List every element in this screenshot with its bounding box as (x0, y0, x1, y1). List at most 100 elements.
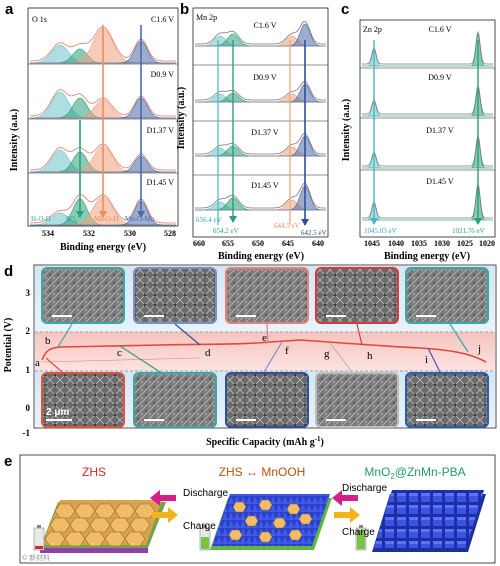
panel-b-state-1: C1.6 V (254, 21, 277, 30)
connector-a (45, 357, 63, 373)
zn-ann-1021: 1021.76 eV (452, 227, 485, 235)
point-i: i (425, 354, 428, 366)
panel-b-state-3: D1.37 V (251, 128, 279, 137)
panel-c-xtick-1035: 1035 (411, 239, 427, 248)
battery-icon-mid (199, 525, 211, 551)
zn2p-envelope (362, 84, 493, 115)
stage-zhs-mnooh-label: ZHS ↔ MnOOH (219, 465, 306, 479)
discharge-label-1: Discharge (183, 488, 228, 499)
connector-e (266, 323, 269, 344)
zn2p-peak (362, 87, 493, 117)
panel-b-xtick-650: 650 (252, 239, 264, 248)
point-d: d (205, 347, 211, 359)
mn2p-peak (195, 23, 326, 47)
sem-bottom-2 (133, 372, 217, 428)
zn2p-peak (362, 184, 493, 221)
zn2p-peak (362, 32, 493, 67)
charge-curve (41, 339, 487, 363)
panel-c-xlabel: Binding energy (eV) (384, 251, 470, 262)
panel-c: c Intensity (a.u.) Zn 2p C1.6 V D0.9 V D… (341, 1, 496, 262)
sem-bottom-5 (405, 372, 489, 428)
panel-c-xtick-1045: 1045 (364, 239, 380, 248)
point-g: g (324, 348, 330, 360)
panel-a-state-3: D1.37 V (147, 126, 175, 135)
panel-d-ytick-0: 0 (26, 403, 31, 413)
label-mnomn: Mn-O-Mn (125, 215, 155, 223)
battery-icon-low (33, 525, 45, 551)
connector-g (329, 342, 353, 373)
point-c: c (117, 347, 122, 359)
panel-a-state-2: D0.9 V (151, 70, 175, 79)
mn-ann-654: 654.2 eV (213, 227, 239, 235)
mn-ann-656: 656.4 eV (196, 216, 222, 224)
o1s-peak (30, 200, 176, 226)
panel-a-xlabel: Binding energy (eV) (60, 242, 146, 253)
panel-a-xtick-530: 530 (124, 229, 136, 238)
mn-ann-642: 642.5 eV (301, 229, 327, 237)
sem-bottom-4 (315, 372, 399, 428)
discharge-label-2: Discharge (342, 483, 387, 494)
label-hoh: H-O-H (31, 215, 51, 223)
arrow-discharge-2 (332, 490, 358, 506)
panel-c-state-1: C1.6 V (429, 25, 452, 34)
zn-ann-1045: 1045.03 eV (364, 227, 397, 235)
panel-c-xtick-1020: 1020 (479, 239, 495, 248)
panel-d: d Potential (V) 3 2 1 0 -1 2 μm (3, 263, 497, 448)
sem-top-4 (315, 267, 399, 324)
arrow-charge-1 (152, 507, 178, 523)
panel-c-frame (359, 19, 496, 238)
sem-top-3 (225, 267, 309, 324)
point-f: f (285, 345, 289, 357)
panel-c-xtick-1025: 1025 (457, 239, 473, 248)
panel-d-ytick-1: 1 (26, 365, 31, 375)
point-e: e (262, 332, 267, 344)
panel-c-state-2: D0.9 V (428, 73, 452, 82)
panel-b-ylabel: Intensity (a.u.) (176, 87, 187, 150)
mn2p-envelope (195, 80, 326, 101)
mn-ann-644: 644.5 eV (274, 222, 300, 230)
sem-top-2 (133, 267, 217, 324)
zn2p-envelope (362, 30, 493, 65)
panel-d-ytick-3: 3 (26, 288, 31, 298)
charge-label-2: Charge (342, 527, 375, 538)
zn2p-envelope (362, 182, 493, 219)
connector-d (174, 323, 201, 346)
arrow-discharge-1 (150, 490, 176, 506)
arrow-charge-2 (334, 507, 360, 523)
panel-a-element: O 1s (32, 15, 47, 24)
panel-a-ylabel: Intensity (a.u.) (9, 109, 20, 172)
point-h: h (367, 350, 373, 362)
panel-c-state-3: D1.37 V (426, 126, 454, 135)
panel-d-ytick-neg1: -1 (23, 428, 31, 438)
panel-b-letter: b (180, 1, 189, 18)
point-j: j (477, 343, 481, 355)
connector-b (57, 323, 73, 348)
label-mnoh: Mn-O-H (94, 215, 119, 223)
panel-a-state-1: C1.6 V (151, 15, 174, 24)
panel-b-xtick-640: 640 (312, 239, 324, 248)
zn2p-peak (362, 136, 493, 169)
connector-f (263, 341, 283, 373)
stage-pba-label: MnO2@ZnMn-PBA (364, 465, 465, 481)
connector-i (427, 347, 441, 373)
panel-b-state-2: D0.9 V (253, 73, 277, 82)
pba-block (372, 490, 486, 552)
zn2p-envelope (362, 134, 493, 167)
charge-label-1: Charge (183, 521, 216, 532)
sem-top-1 (41, 267, 125, 324)
panel-c-element: Zn 2p (363, 25, 382, 34)
middle-band (35, 332, 495, 371)
panel-b-frame (192, 7, 329, 238)
panel-b-xtick-660: 660 (193, 239, 205, 248)
battery-icon-full (355, 525, 367, 551)
panel-c-xtick-1030: 1030 (434, 239, 450, 248)
panel-d-ytick-2: 2 (26, 326, 31, 336)
panel-c-xtick-1040: 1040 (388, 239, 404, 248)
panel-a: a Intensity (a.u.) O 1s C1.6 V D0.9 V D1… (5, 1, 179, 253)
panel-e: e ZHS ZHS ↔ MnOOH MnO2@ZnMn-PBA (4, 453, 496, 564)
sem-bottom-3 (225, 372, 309, 428)
mn2p-envelope (195, 182, 326, 209)
point-a: a (35, 357, 40, 369)
panel-c-state-4: D1.45 V (426, 177, 454, 186)
